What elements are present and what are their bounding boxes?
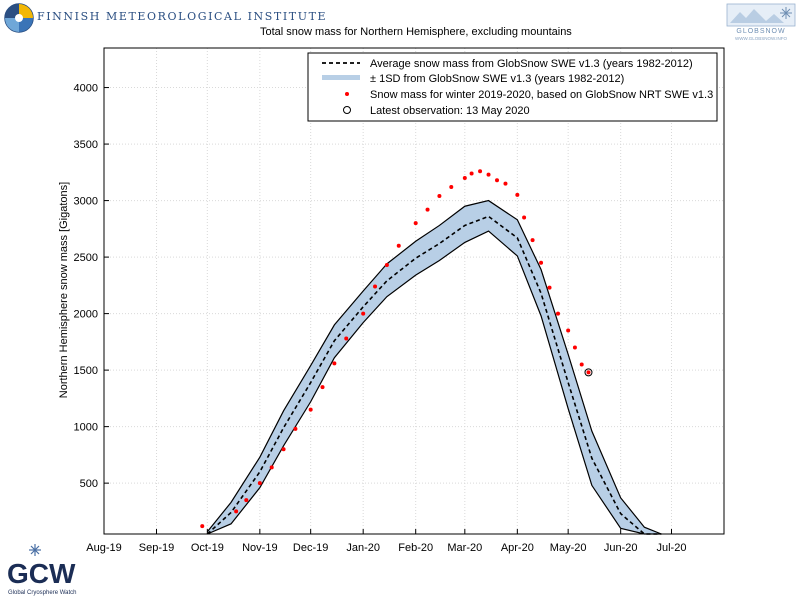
y-tick-label: 3500	[74, 139, 98, 151]
current-winter-point	[200, 524, 205, 529]
current-winter-point	[539, 260, 544, 265]
current-winter-point	[332, 361, 337, 366]
x-tick-label: Mar-20	[447, 542, 482, 554]
plot-frame	[103, 47, 725, 535]
y-tick-label: 2000	[74, 309, 98, 321]
x-tick-label: Jan-20	[346, 542, 380, 554]
current-winter-point	[437, 194, 442, 199]
current-winter-point	[320, 385, 325, 390]
current-winter-point	[486, 172, 491, 177]
current-winter-point	[495, 178, 500, 183]
gcw-letters: GCW	[7, 558, 76, 589]
globsnow-logo-text: GLOBSNOW	[736, 28, 785, 35]
current-winter-point	[572, 345, 577, 350]
latest-observation-marker	[584, 368, 593, 377]
legend-label-latest: Latest observation: 13 May 2020	[370, 105, 530, 117]
axis-layer: Aug-19 Sep-19 Oct-19 Nov-19 Dec-19 Jan-20 Feb-…	[74, 83, 687, 554]
y-tick-label: 4000	[74, 83, 98, 95]
sd-band	[207, 200, 662, 534]
legend-points-swatch	[345, 92, 349, 96]
x-tick-label: Jun-20	[604, 542, 638, 554]
sd-band-upper-edge	[206, 199, 662, 535]
x-tick-label: Oct-19	[191, 542, 224, 554]
y-tick-label: 1500	[74, 365, 98, 377]
current-winter-point	[425, 207, 430, 212]
current-winter-point	[281, 447, 286, 452]
y-tick-label: 2500	[74, 252, 98, 264]
legend-label-mean: Average snow mass from GlobSnow SWE v1.3…	[370, 58, 693, 70]
current-winter-point	[413, 221, 418, 226]
globsnow-url: WWW.GLOBSNOW.INFO	[735, 36, 787, 41]
y-axis-label: Northern Hemisphere snow mass [Gigatons]	[58, 182, 70, 398]
y-tick-label: 500	[80, 478, 98, 490]
x-tick-label: Aug-19	[86, 542, 121, 554]
current-winter-point	[530, 238, 535, 243]
current-winter-point	[586, 370, 591, 375]
current-winter-point	[449, 185, 454, 190]
chart-title: Total snow mass for Northern Hemisphere,…	[260, 26, 572, 38]
current-winter-point	[293, 426, 298, 431]
current-winter-point	[396, 243, 401, 248]
gcw-logo: GCW Global Cryosphere Watch	[7, 544, 76, 596]
fmi-institute-name: FINNISH METEOROLOGICAL INSTITUTE	[37, 10, 328, 23]
x-tick-label: May-20	[550, 542, 587, 554]
sd-band-layer	[206, 199, 662, 535]
current-winter-point	[384, 263, 389, 268]
current-winter-point	[503, 181, 508, 186]
x-tick-label: Apr-20	[501, 542, 534, 554]
current-winter-point	[269, 465, 274, 470]
mean-line	[206, 215, 662, 535]
current-winter-point	[234, 509, 239, 514]
current-winter-point	[522, 215, 527, 220]
current-winter-point	[257, 481, 262, 486]
snowflake-icon	[780, 7, 792, 19]
current-winter-point	[244, 498, 249, 503]
current-winter-point	[547, 285, 552, 290]
y-tick-label: 1000	[74, 422, 98, 434]
x-tick-label: Dec-19	[293, 542, 328, 554]
fmi-logo-icon	[4, 3, 34, 33]
x-tick-label: Sep-19	[139, 542, 174, 554]
current-winter-point	[579, 362, 584, 367]
current-winter-point	[469, 171, 474, 176]
snowflake-icon	[29, 544, 41, 556]
chart-legend: Average snow mass from GlobSnow SWE v1.3…	[307, 52, 718, 122]
mean-line-layer	[206, 215, 662, 535]
current-winter-point	[361, 311, 366, 316]
sd-band-lower-edge	[207, 230, 662, 535]
current-winter-point	[478, 169, 483, 174]
legend-latest-swatch	[343, 106, 351, 114]
globsnow-logo: GLOBSNOW WWW.GLOBSNOW.INFO	[726, 3, 796, 41]
current-winter-point	[515, 192, 520, 197]
current-winter-point	[344, 336, 349, 341]
current-winter-point	[566, 328, 571, 333]
x-tick-label: Jul-20	[657, 542, 687, 554]
current-winter-points-layer	[200, 169, 593, 529]
legend-label-band: ± 1SD from GlobSnow SWE v1.3 (years 1982…	[370, 73, 624, 85]
gcw-caption: Global Cryosphere Watch	[8, 590, 76, 596]
y-tick-label: 3000	[74, 196, 98, 208]
legend-band-swatch	[322, 75, 360, 80]
legend-label-points: Snow mass for winter 2019-2020, based on…	[370, 89, 713, 101]
x-tick-label: Feb-20	[398, 542, 433, 554]
x-tick-label: Nov-19	[242, 542, 277, 554]
current-winter-point	[373, 284, 378, 289]
current-winter-point	[308, 407, 313, 412]
current-winter-point	[462, 175, 467, 180]
legend-box	[307, 52, 718, 122]
current-winter-point	[555, 311, 560, 316]
